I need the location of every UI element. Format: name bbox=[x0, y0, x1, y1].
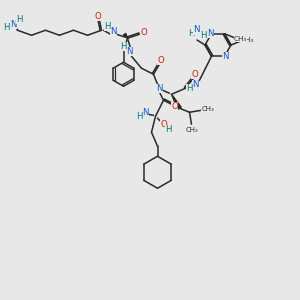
Text: H: H bbox=[104, 22, 111, 31]
Text: N: N bbox=[10, 20, 17, 29]
Text: O: O bbox=[171, 102, 178, 111]
Polygon shape bbox=[123, 33, 128, 38]
Text: N: N bbox=[110, 27, 117, 36]
Text: H: H bbox=[186, 84, 193, 93]
Text: H: H bbox=[3, 23, 10, 32]
Text: N: N bbox=[193, 26, 199, 34]
Polygon shape bbox=[172, 94, 181, 109]
Text: N: N bbox=[192, 80, 199, 89]
Text: CH₃: CH₃ bbox=[240, 37, 254, 43]
Text: N: N bbox=[207, 29, 214, 38]
Text: H: H bbox=[120, 42, 127, 51]
Text: O: O bbox=[140, 28, 147, 37]
Text: N: N bbox=[156, 84, 163, 93]
Text: H: H bbox=[16, 15, 23, 24]
Text: CH₂: CH₂ bbox=[186, 127, 199, 133]
Text: O: O bbox=[191, 70, 198, 79]
Text: H: H bbox=[136, 112, 143, 121]
Text: H: H bbox=[188, 29, 194, 38]
Text: O: O bbox=[160, 120, 167, 129]
Text: H: H bbox=[200, 32, 206, 40]
Text: N: N bbox=[222, 52, 229, 61]
Text: N: N bbox=[142, 108, 149, 117]
Text: O: O bbox=[94, 12, 101, 21]
Text: O: O bbox=[157, 56, 164, 65]
Text: CH₃: CH₃ bbox=[234, 36, 247, 42]
Text: H: H bbox=[165, 125, 172, 134]
Text: CH₃: CH₃ bbox=[201, 106, 214, 112]
Text: N: N bbox=[126, 47, 133, 56]
